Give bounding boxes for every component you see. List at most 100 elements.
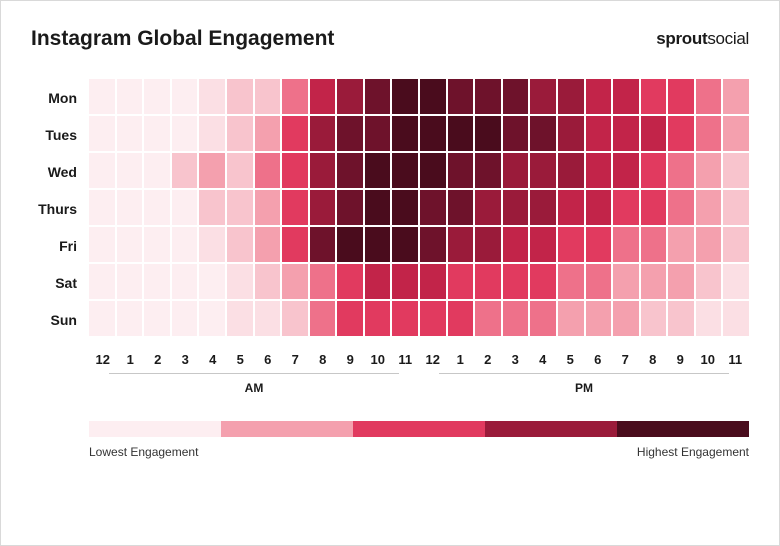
- hour-label: 2: [144, 352, 172, 367]
- heatmap-cell: [613, 79, 639, 114]
- heatmap-cell: [558, 153, 584, 188]
- heatmap-cell: [558, 190, 584, 225]
- heatmap-grid: [89, 79, 749, 338]
- heatmap-cell: [365, 264, 391, 299]
- heatmap-cell: [392, 301, 418, 336]
- heatmap-cell: [172, 79, 198, 114]
- heatmap-cell: [310, 301, 336, 336]
- heatmap-cell: [282, 153, 308, 188]
- heatmap-cell: [365, 190, 391, 225]
- chart-card: Instagram Global Engagement sproutsocial…: [0, 0, 780, 546]
- hour-label: 5: [557, 352, 585, 367]
- hour-label: 8: [309, 352, 337, 367]
- heatmap-cell: [668, 153, 694, 188]
- heatmap-cell: [117, 301, 143, 336]
- heatmap-cell: [641, 116, 667, 151]
- heatmap-cell: [613, 153, 639, 188]
- heatmap-cell: [117, 190, 143, 225]
- heatmap-cell: [337, 190, 363, 225]
- heatmap-cell: [558, 227, 584, 262]
- heatmap-cell: [641, 153, 667, 188]
- heatmap-cell: [172, 116, 198, 151]
- heatmap-cell: [558, 79, 584, 114]
- hour-label: 2: [474, 352, 502, 367]
- heatmap-cell: [420, 264, 446, 299]
- heatmap-cell: [89, 264, 115, 299]
- hour-label: 1: [447, 352, 475, 367]
- heatmap-cell: [337, 79, 363, 114]
- heatmap-cell: [392, 116, 418, 151]
- heatmap-cell: [144, 79, 170, 114]
- heatmap-cell: [586, 190, 612, 225]
- heatmap-cell: [530, 301, 556, 336]
- heatmap: MonTuesWedThursFriSatSun: [31, 79, 749, 338]
- heatmap-cell: [392, 190, 418, 225]
- day-axis: MonTuesWedThursFriSatSun: [31, 79, 89, 338]
- heatmap-cell: [448, 190, 474, 225]
- heatmap-cell: [337, 264, 363, 299]
- heatmap-cell: [420, 79, 446, 114]
- heatmap-cell: [337, 153, 363, 188]
- hour-label: 10: [364, 352, 392, 367]
- heatmap-cell: [448, 153, 474, 188]
- heatmap-cell: [199, 79, 225, 114]
- hour-label: 10: [694, 352, 722, 367]
- heatmap-cell: [255, 116, 281, 151]
- legend-segment: [89, 421, 221, 437]
- chart-title: Instagram Global Engagement: [31, 27, 334, 51]
- heatmap-cell: [310, 116, 336, 151]
- legend-segment: [485, 421, 617, 437]
- heatmap-cell: [117, 153, 143, 188]
- heatmap-cell: [172, 190, 198, 225]
- heatmap-cell: [255, 227, 281, 262]
- heatmap-cell: [144, 116, 170, 151]
- heatmap-cell: [420, 190, 446, 225]
- heatmap-cell: [475, 227, 501, 262]
- heatmap-cell: [613, 227, 639, 262]
- heatmap-cell: [696, 79, 722, 114]
- heatmap-cell: [503, 264, 529, 299]
- heatmap-cell: [696, 301, 722, 336]
- brand-bold: sprout: [656, 29, 707, 48]
- heatmap-cell: [530, 79, 556, 114]
- pm-label: PM: [419, 373, 749, 395]
- heatmap-cell: [723, 190, 749, 225]
- heatmap-cell: [392, 153, 418, 188]
- heatmap-cell: [530, 153, 556, 188]
- heatmap-cell: [696, 153, 722, 188]
- heatmap-cell: [723, 264, 749, 299]
- legend-high: Highest Engagement: [637, 445, 749, 459]
- heatmap-cell: [89, 190, 115, 225]
- legend-low: Lowest Engagement: [89, 445, 198, 459]
- heatmap-cell: [172, 153, 198, 188]
- heatmap-cell: [172, 301, 198, 336]
- legend-segment: [617, 421, 749, 437]
- heatmap-cell: [310, 190, 336, 225]
- heatmap-cell: [696, 227, 722, 262]
- heatmap-cell: [475, 301, 501, 336]
- heatmap-cell: [227, 190, 253, 225]
- heatmap-cell: [227, 116, 253, 151]
- hour-label: 3: [172, 352, 200, 367]
- heatmap-cell: [530, 227, 556, 262]
- brand-logo: sproutsocial: [656, 29, 749, 49]
- heatmap-cell: [365, 116, 391, 151]
- heatmap-cell: [696, 190, 722, 225]
- am-label: AM: [89, 373, 419, 395]
- hour-label: 6: [254, 352, 282, 367]
- heatmap-cell: [199, 301, 225, 336]
- hour-label: 6: [584, 352, 612, 367]
- heatmap-cell: [365, 227, 391, 262]
- heatmap-cell: [613, 264, 639, 299]
- heatmap-cell: [337, 301, 363, 336]
- heatmap-cell: [117, 116, 143, 151]
- heatmap-cell: [668, 116, 694, 151]
- heatmap-cell: [172, 227, 198, 262]
- heatmap-cell: [586, 264, 612, 299]
- heatmap-cell: [530, 116, 556, 151]
- heatmap-cell: [448, 116, 474, 151]
- heatmap-cell: [668, 264, 694, 299]
- heatmap-cell: [199, 190, 225, 225]
- legend-segment: [221, 421, 353, 437]
- heatmap-cell: [365, 79, 391, 114]
